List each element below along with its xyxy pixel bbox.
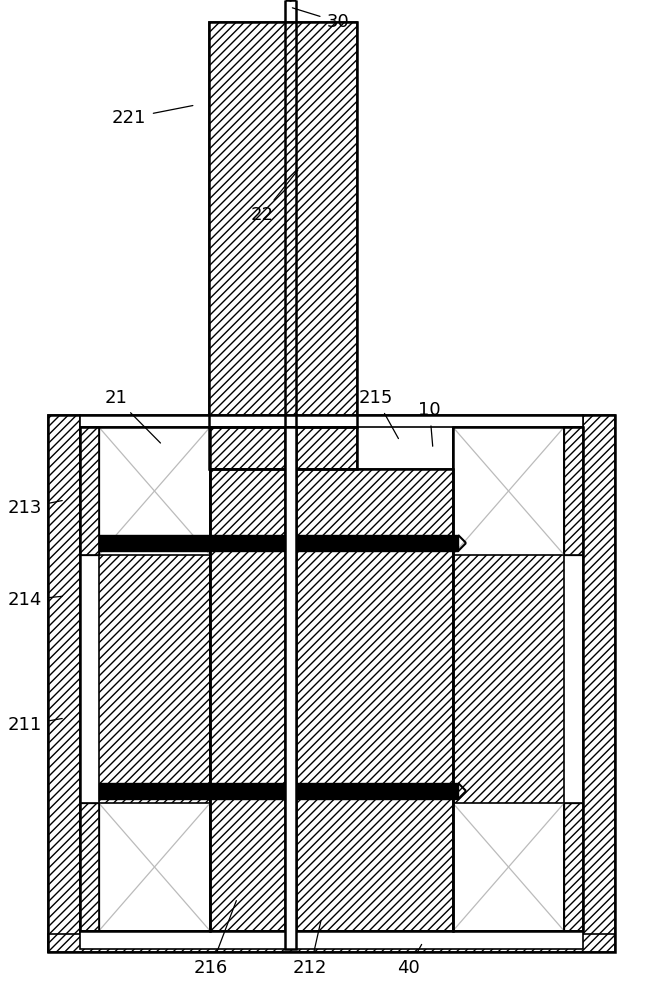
Bar xyxy=(209,427,357,469)
Text: 221: 221 xyxy=(112,106,193,127)
Bar xyxy=(209,427,357,469)
Text: 22: 22 xyxy=(251,170,298,224)
Bar xyxy=(48,415,80,952)
Bar xyxy=(80,931,583,949)
Text: 212: 212 xyxy=(293,921,328,977)
Bar xyxy=(99,535,458,551)
Bar xyxy=(99,427,210,931)
Text: 21: 21 xyxy=(105,389,160,443)
Bar xyxy=(210,469,453,931)
Bar xyxy=(48,415,615,952)
Bar xyxy=(453,427,583,931)
Bar xyxy=(564,427,583,555)
Bar xyxy=(209,22,357,427)
Bar xyxy=(80,803,99,931)
Text: 213: 213 xyxy=(8,499,62,517)
Text: 214: 214 xyxy=(8,591,62,609)
Bar xyxy=(564,803,583,931)
Text: 211: 211 xyxy=(8,716,62,734)
Bar xyxy=(80,415,583,427)
Bar xyxy=(99,803,210,931)
Text: 216: 216 xyxy=(194,901,237,977)
Text: 215: 215 xyxy=(359,389,398,439)
Bar xyxy=(453,803,564,931)
Bar xyxy=(80,803,99,931)
Text: 10: 10 xyxy=(418,401,441,446)
Bar xyxy=(285,427,296,949)
Bar xyxy=(583,415,615,952)
Bar xyxy=(209,22,357,427)
Bar xyxy=(564,803,583,931)
Bar xyxy=(564,427,583,555)
Bar xyxy=(80,427,99,555)
Bar xyxy=(453,427,564,931)
Bar xyxy=(99,783,458,799)
Text: 30: 30 xyxy=(292,8,349,31)
Bar xyxy=(80,427,99,555)
Bar xyxy=(48,934,615,952)
Text: 40: 40 xyxy=(397,944,422,977)
Bar xyxy=(210,469,453,931)
Bar xyxy=(99,427,210,555)
Bar xyxy=(80,427,210,931)
Bar xyxy=(453,427,564,555)
